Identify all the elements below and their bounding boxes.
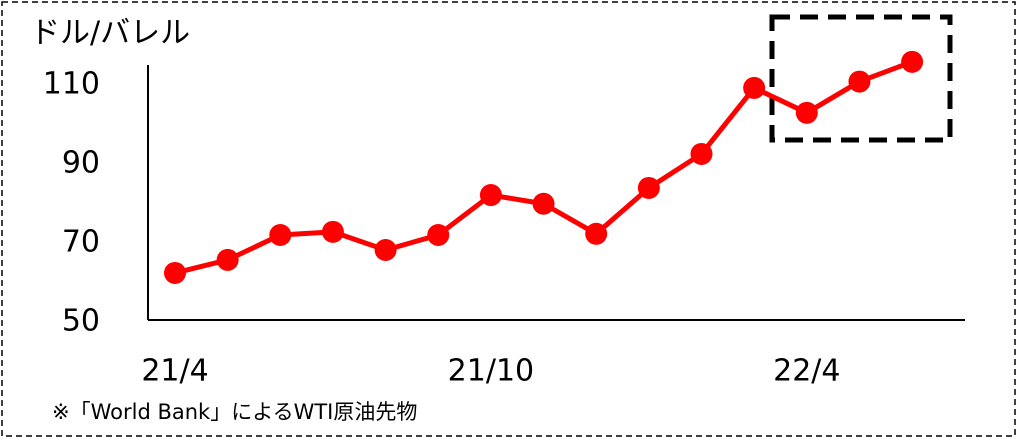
marker bbox=[164, 261, 186, 284]
highlight-box bbox=[769, 14, 953, 143]
marker bbox=[743, 76, 766, 99]
marker bbox=[690, 142, 713, 165]
x-tick-label: 21/10 bbox=[448, 354, 534, 389]
marker bbox=[901, 50, 924, 73]
marker bbox=[321, 220, 344, 243]
y-tick-label: 50 bbox=[62, 304, 100, 339]
marker bbox=[427, 223, 450, 246]
x-tick-label: 22/4 bbox=[773, 354, 840, 389]
marker bbox=[479, 184, 502, 207]
y-tick-label: 90 bbox=[62, 145, 100, 180]
marker bbox=[216, 248, 239, 271]
footnote: ※「World Bank」によるWTI原油先物 bbox=[52, 400, 417, 424]
marker bbox=[532, 192, 555, 215]
y-tick-label: 70 bbox=[62, 224, 100, 259]
marker bbox=[795, 101, 818, 124]
marker bbox=[848, 70, 871, 93]
marker bbox=[374, 239, 397, 262]
marker bbox=[585, 222, 608, 245]
y-axis-label: ドル/バレル bbox=[30, 16, 190, 51]
marker bbox=[637, 176, 660, 199]
x-tick-label: 21/4 bbox=[141, 354, 208, 389]
marker bbox=[269, 223, 292, 246]
y-tick-label: 110 bbox=[43, 66, 100, 101]
